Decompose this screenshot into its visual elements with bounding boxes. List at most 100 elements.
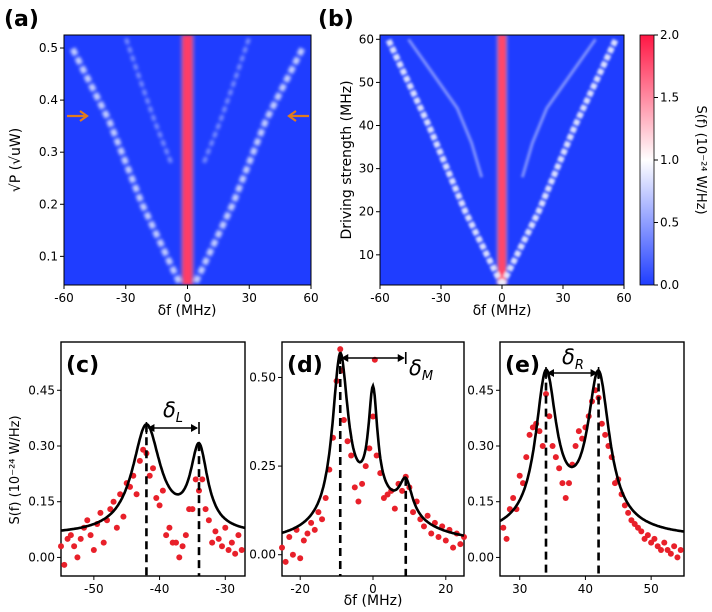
data-point [442,537,449,544]
arrow-head-left [547,369,554,377]
panel-d-label: (d) [287,353,323,378]
data-point [625,509,632,516]
heatmap-a-inner-branch [202,36,252,164]
data-point [308,519,315,526]
data-point [163,532,170,539]
y-tick-label: 0.15 [467,495,494,509]
data-point [282,558,289,565]
panel-a-heatmap-features [69,35,306,285]
data-point [526,431,533,438]
data-point [71,543,78,550]
panel-b-heatmap-features [385,35,619,285]
data-point [279,544,285,551]
data-point [300,537,307,544]
x-tick-label: 50 [644,582,659,596]
y-tick-label: 0.5 [39,41,58,55]
panel-b-ylabel: Driving strength (MHz) [339,80,355,239]
data-point [136,457,143,464]
panel-a: (a) -60 -30 0 30 600.10.20.30.40.5 δf (MHz) … [4,7,319,319]
x-tick-label: 20 [438,582,453,596]
data-point [205,517,212,524]
data-point [671,543,678,550]
x-tick-label: -60 [54,291,74,305]
arrow-head-right [590,369,598,377]
x-tick-label: -20 [290,582,310,596]
data-point [546,413,553,420]
colorbar [639,34,655,286]
data-point [549,443,556,449]
fit-curve [60,422,246,532]
x-tick-label: 30 [512,582,527,596]
y-tick-label: 0.1 [39,249,58,263]
heatmap-b-branch [499,38,619,285]
data-point [146,472,153,479]
data-point [552,454,559,461]
colorbar-tick-label: 1.5 [660,91,679,105]
data-point [503,535,510,542]
data-point [602,431,609,438]
data-point [61,561,68,568]
data-point [562,495,569,501]
data-point [311,526,318,533]
heatmap-a-center-halo [180,35,195,285]
x-tick-label: 0 [184,291,192,305]
data-point [87,532,94,539]
data-point [67,532,74,539]
x-tick-label: 0 [369,582,377,596]
y-tick-label: 0.30 [28,439,55,453]
data-point [97,509,104,516]
data-point [150,465,156,472]
data-point [199,476,206,483]
data-point [366,445,373,452]
data-point [209,539,216,546]
y-tick-label: 50 [359,75,374,89]
data-point [222,524,229,531]
data-point [192,476,199,483]
x-tick-label: 60 [303,291,318,305]
colorbar-label: S(f) (10⁻²⁴ W/Hz) [693,105,708,214]
panel-c-annotation: δL [163,398,183,426]
x-tick-label: 30 [555,291,570,305]
x-tick-label: -30 [215,582,235,596]
data-point [344,438,351,445]
data-point [370,413,376,420]
colorbar-tick-label: 1.0 [660,153,679,167]
data-point [322,495,329,501]
y-tick-label: 0.00 [249,548,276,562]
fit-curve [281,351,465,537]
y-tick-label: 0.45 [467,383,494,397]
data-point [156,502,163,509]
panel-c-label: (c) [66,353,99,378]
data-point [100,539,107,546]
data-point [176,554,183,561]
panel-a-right-arrow [287,110,309,122]
colorbar-tick-label: 0.5 [660,216,679,230]
heatmap-b-center-halo [495,35,509,285]
panel-e-annotation: δR [562,345,584,373]
data-point [58,543,64,550]
data-point [420,523,427,530]
arrow-head-right [397,354,405,362]
y-tick-label: 0.45 [28,383,55,397]
colorbar-tick-label: 2.0 [660,28,679,42]
data-point [215,535,222,542]
data-point [159,487,166,494]
data-point [219,543,225,550]
panel-a-ylabel: √P (√uW) [8,128,24,192]
x-tick-label: 30 [242,291,257,305]
data-point [457,541,464,548]
data-point [84,517,91,524]
panel-b-label: (b) [318,7,354,32]
data-point [196,487,202,494]
data-point [536,428,543,435]
data-point [189,506,196,513]
data-point [362,463,369,470]
data-point [107,506,114,513]
x-tick-label: -30 [431,291,451,305]
data-point [373,452,380,459]
data-point [337,346,344,353]
data-point [90,547,97,553]
data-point [677,547,684,553]
heatmap-b-branch [385,38,505,285]
arrow-head-left [341,354,349,362]
